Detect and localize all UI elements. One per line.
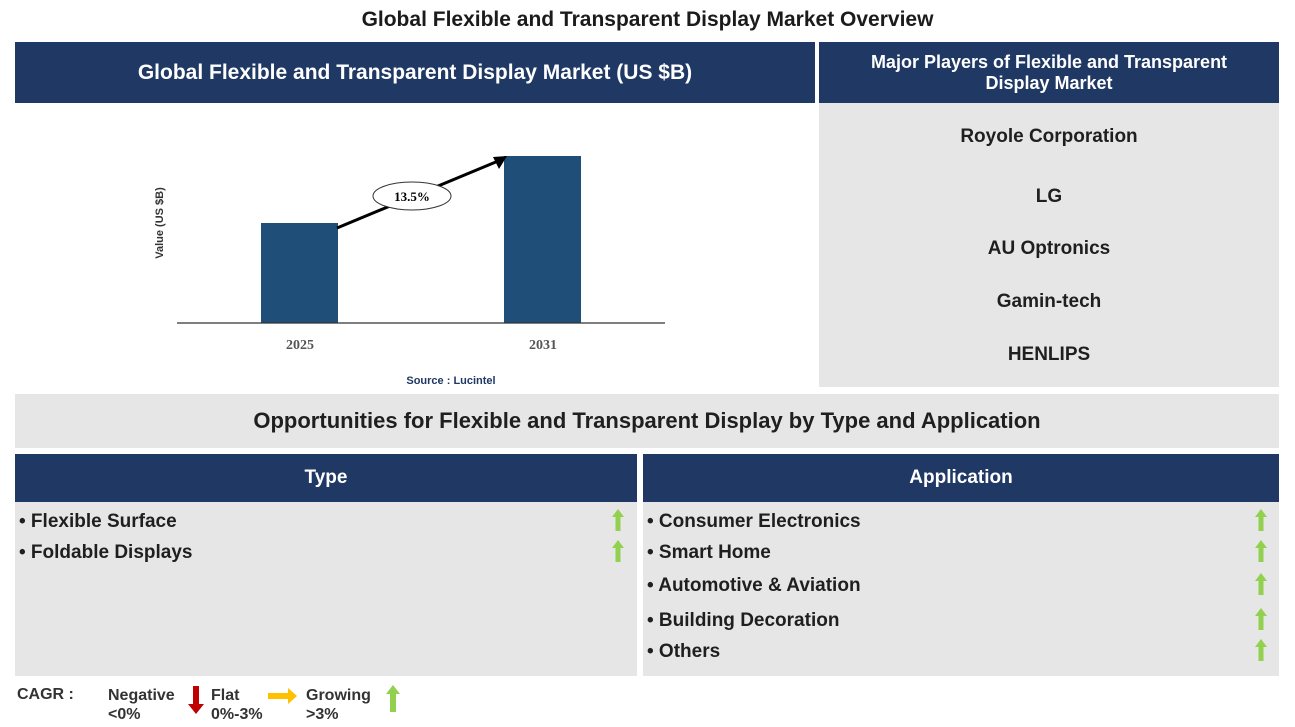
legend-negative-range: <0% xyxy=(108,706,141,723)
legend-flat-range: 0%-3% xyxy=(211,706,263,723)
application-header: Application xyxy=(643,454,1279,502)
x-tick-label: 2025 xyxy=(286,338,314,353)
bar-2031 xyxy=(504,156,581,323)
up-arrow-icon xyxy=(1255,540,1267,562)
legend-growing: Growing >3% xyxy=(306,686,371,724)
list-item: • Automotive & Aviation xyxy=(647,575,861,596)
legend-flat-label: Flat xyxy=(211,687,240,704)
right-arrow-icon xyxy=(268,688,297,704)
player-item: LG xyxy=(1035,186,1063,207)
page-title: Global Flexible and Transparent Display … xyxy=(361,8,934,31)
up-arrow-icon xyxy=(1255,573,1267,595)
list-item: • Flexible Surface xyxy=(19,511,177,532)
bar-2025 xyxy=(261,223,338,323)
type-list: • Flexible Surface • Foldable Displays xyxy=(15,502,637,676)
up-arrow-icon xyxy=(612,509,624,531)
list-item: • Consumer Electronics xyxy=(647,511,861,532)
chart-source: Source : Lucintel xyxy=(406,375,495,387)
legend-flat: Flat 0%-3% xyxy=(211,686,263,724)
players-header: Major Players of Flexible and Transparen… xyxy=(819,42,1279,103)
legend-growing-range: >3% xyxy=(306,706,339,723)
legend-negative: Negative <0% xyxy=(108,686,175,724)
down-arrow-icon xyxy=(188,686,204,714)
legend-label: CAGR : xyxy=(17,686,74,703)
arrow-head-icon xyxy=(493,156,507,169)
list-item: • Smart Home xyxy=(647,542,771,563)
up-arrow-icon xyxy=(386,685,400,712)
y-axis-label: Value (US $B) xyxy=(154,187,166,259)
player-item: HENLIPS xyxy=(1007,344,1091,365)
market-chart: Value (US $B) 2025 2031 13.5% Source : Lu… xyxy=(154,156,665,387)
up-arrow-icon xyxy=(1255,639,1267,661)
cagr-annotation: 13.5% xyxy=(394,189,430,204)
up-arrow-icon xyxy=(1255,608,1267,630)
legend-growing-label: Growing xyxy=(306,687,371,704)
up-arrow-icon xyxy=(612,540,624,562)
type-header: Type xyxy=(15,454,637,502)
application-list: • Consumer Electronics • Smart Home • Auto… xyxy=(643,502,1279,676)
opportunities-title: Opportunities for Flexible and Transpare… xyxy=(15,394,1279,448)
player-item: Gamin-tech xyxy=(996,291,1102,312)
legend-negative-label: Negative xyxy=(108,687,175,704)
players-list: Royole Corporation LG AU Optronics Gamin… xyxy=(819,103,1279,387)
up-arrow-icon xyxy=(1255,509,1267,531)
list-item: • Building Decoration xyxy=(647,610,840,631)
player-item: AU Optronics xyxy=(987,238,1111,259)
cagr-ellipse xyxy=(372,181,452,211)
market-panel-header: Global Flexible and Transparent Display … xyxy=(15,42,815,103)
list-item: • Foldable Displays xyxy=(19,542,193,563)
player-item: Royole Corporation xyxy=(960,126,1138,147)
x-tick-label: 2031 xyxy=(529,338,557,353)
list-item: • Others xyxy=(647,641,721,662)
